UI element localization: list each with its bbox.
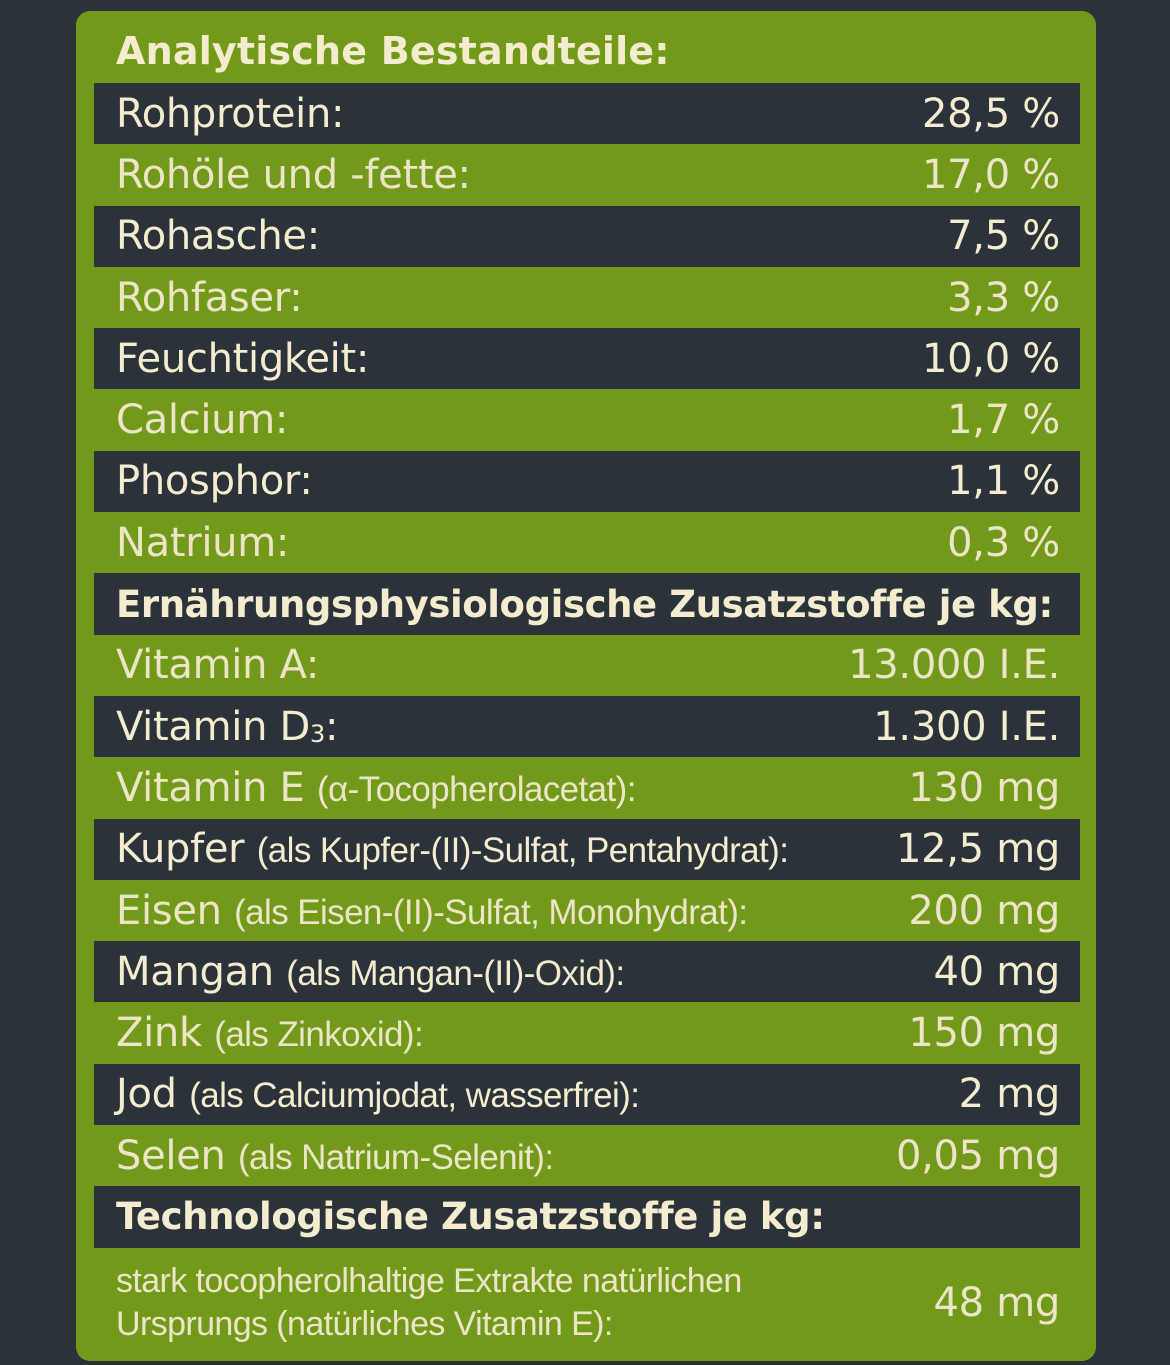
row-value: 150 mg	[908, 1010, 1060, 1057]
nutrition-heading: Ernährungsphysiologische Zusatzstoffe je…	[94, 573, 1080, 635]
row-label: Rohasche:	[116, 213, 320, 260]
row-value: 0,3 %	[947, 519, 1060, 566]
row-label: Selen (als Natrium-Selenit):	[116, 1133, 554, 1179]
row-detail: (als Kupfer-(II)-Sulfat, Pentahydrat):	[256, 831, 789, 871]
row-label: Feuchtigkeit:	[116, 335, 370, 382]
row-label: Vitamin D3:	[116, 703, 339, 750]
table-row: Zink (als Zinkoxid): 150 mg	[94, 1002, 1080, 1064]
section-title: Ernährungsphysiologische Zusatzstoffe je…	[116, 582, 1053, 626]
row-suffix: :	[325, 703, 339, 750]
table-row: Vitamin A: 13.000 I.E.	[94, 634, 1080, 696]
row-value: 2 mg	[958, 1071, 1061, 1118]
row-value: 1,1 %	[947, 458, 1060, 505]
table-row: Feuchtigkeit: 10,0 %	[94, 328, 1080, 390]
table-row: Jod (als Calciumjodat, wasserfrei): 2 mg	[94, 1063, 1080, 1126]
table-row: Selen (als Natrium-Selenit): 0,05 mg	[94, 1125, 1080, 1187]
section-title: Technologische Zusatzstoffe je kg:	[116, 1195, 825, 1239]
table-row: Rohöle und -fette: 17,0 %	[94, 144, 1080, 206]
row-label: Rohöle und -fette:	[116, 151, 471, 198]
nutrition-panel: Analytische Bestandteile: Rohprotein: 28…	[76, 11, 1096, 1361]
row-label: Eisen (als Eisen-(II)-Sulfat, Monohydrat…	[116, 887, 748, 934]
row-label: Jod (als Calciumjodat, wasserfrei):	[116, 1071, 640, 1118]
row-label: Phosphor:	[116, 458, 313, 505]
row-name: Kupfer	[116, 826, 245, 873]
row-detail: (als Zinkoxid):	[214, 1015, 424, 1055]
row-value: 0,05 mg	[895, 1132, 1060, 1179]
row-value: 48 mg	[933, 1279, 1061, 1326]
row-value: 40 mg	[933, 948, 1061, 995]
row-name: Selen	[116, 1132, 226, 1179]
table-row: Phosphor: 1,1 %	[94, 450, 1080, 513]
tech-heading: Technologische Zusatzstoffe je kg:	[94, 1186, 1080, 1248]
row-value: 7,5 %	[947, 213, 1060, 260]
row-value: 1,7 %	[947, 397, 1060, 444]
row-value: 12,5 mg	[895, 826, 1060, 873]
row-name: Vitamin A:	[116, 642, 320, 689]
row-label: Natrium:	[116, 519, 290, 566]
row-label: Vitamin E (α-Tocopherolacetat):	[116, 765, 636, 811]
row-name: Eisen	[116, 887, 222, 934]
row-detail: (als Mangan-(II)-Oxid):	[286, 953, 625, 993]
row-label: stark tocopherolhaltige Extrakte natürli…	[116, 1260, 816, 1346]
row-value: 200 mg	[908, 887, 1060, 934]
row-label: Zink (als Zinkoxid):	[116, 1010, 424, 1057]
table-row: Rohprotein: 28,5 %	[94, 83, 1080, 145]
row-value: 130 mg	[908, 764, 1060, 811]
row-label: Rohprotein:	[116, 90, 345, 137]
table-row: Rohasche: 7,5 %	[94, 205, 1080, 267]
nutrition-table: Rohprotein: 28,5 % Rohöle und -fette: 17…	[94, 83, 1080, 1358]
row-detail: (als Calciumjodat, wasserfrei):	[189, 1076, 640, 1116]
table-row: Vitamin D3: 1.300 I.E.	[94, 695, 1080, 758]
table-row: stark tocopherolhaltige Extrakte natürli…	[94, 1247, 1080, 1358]
row-label: Rohfaser:	[116, 274, 303, 321]
table-row: Vitamin E (α-Tocopherolacetat): 130 mg	[94, 757, 1080, 819]
row-label: Kupfer (als Kupfer-(II)-Sulfat, Pentahyd…	[116, 826, 789, 873]
table-row: Kupfer (als Kupfer-(II)-Sulfat, Pentahyd…	[94, 818, 1080, 880]
table-row: Natrium: 0,3 %	[94, 512, 1080, 574]
row-name: Vitamin E	[116, 764, 305, 811]
row-value: 10,0 %	[922, 335, 1060, 382]
row-name: Vitamin D	[116, 703, 311, 750]
analytic-heading: Analytische Bestandteile:	[116, 29, 670, 73]
row-value: 28,5 %	[922, 90, 1060, 137]
row-name: Jod	[116, 1071, 177, 1118]
row-value: 17,0 %	[922, 151, 1060, 198]
row-detail: (als Eisen-(II)-Sulfat, Monohydrat):	[234, 892, 748, 932]
row-value: 3,3 %	[947, 274, 1060, 321]
subscript: 3	[310, 719, 326, 748]
row-label: Vitamin A:	[116, 642, 319, 688]
row-value: 13.000 I.E.	[848, 642, 1060, 689]
row-detail: (α-Tocopherolacetat):	[316, 769, 637, 809]
row-detail: (als Natrium-Selenit):	[238, 1137, 554, 1177]
row-name: Mangan	[116, 948, 274, 995]
table-row: Rohfaser: 3,3 %	[94, 266, 1080, 329]
row-label-line-2: Ursprungs (natürliches Vitamin E):	[116, 1304, 613, 1343]
row-label: Calcium:	[116, 397, 289, 444]
row-label-line-1: stark tocopherolhaltige Extrakte natürli…	[116, 1261, 742, 1300]
row-name: Zink	[116, 1010, 202, 1057]
row-value: 1.300 I.E.	[873, 703, 1060, 750]
table-row: Eisen (als Eisen-(II)-Sulfat, Monohydrat…	[94, 879, 1080, 942]
row-label: Mangan (als Mangan-(II)-Oxid):	[116, 948, 625, 995]
table-row: Calcium: 1,7 %	[94, 389, 1080, 451]
table-row: Mangan (als Mangan-(II)-Oxid): 40 mg	[94, 941, 1080, 1003]
